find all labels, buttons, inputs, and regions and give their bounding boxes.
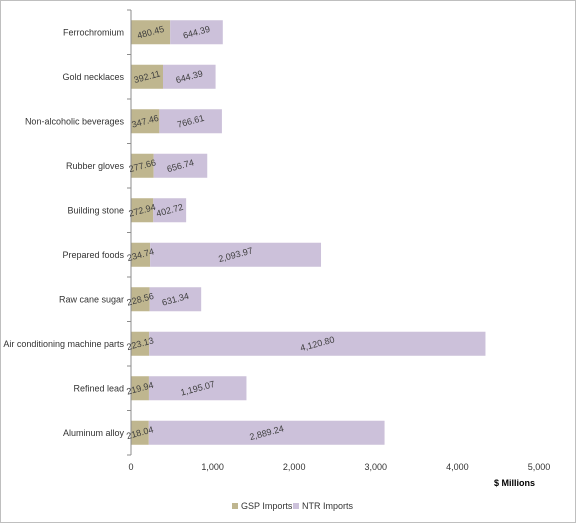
category-label-8: Refined lead bbox=[73, 383, 124, 393]
legend-label-gsp: GSP Imports bbox=[241, 501, 293, 511]
bar-ntr-9 bbox=[148, 420, 385, 445]
bar-ntr-2 bbox=[159, 109, 222, 134]
category-label-2: Non-alcoholic beverages bbox=[25, 116, 125, 126]
bar-ntr-3 bbox=[153, 153, 208, 178]
category-label-7: Air conditioning machine parts bbox=[3, 339, 124, 349]
bar-ntr-7 bbox=[149, 331, 486, 356]
category-label-0: Ferrochromium bbox=[63, 27, 124, 37]
bar-gsp-6 bbox=[131, 287, 150, 312]
bar-gsp-4 bbox=[131, 198, 154, 223]
bar-gsp-5 bbox=[131, 242, 151, 267]
category-label-5: Prepared foods bbox=[62, 250, 124, 260]
category-label-1: Gold necklaces bbox=[62, 72, 124, 82]
x-tick-label-5: 5,000 bbox=[528, 462, 551, 472]
bar-ntr-6 bbox=[149, 287, 202, 312]
category-label-6: Raw cane sugar bbox=[59, 294, 124, 304]
legend-swatch-ntr bbox=[293, 503, 299, 509]
bar-gsp-9 bbox=[131, 420, 149, 445]
bar-gsp-2 bbox=[131, 109, 160, 134]
category-labels: Ferrochromium Gold necklaces Non-alcoholic… bbox=[3, 27, 124, 438]
bar-gsp-3 bbox=[131, 153, 154, 178]
bar-gsp-1 bbox=[131, 64, 163, 89]
x-tick-label-2: 2,000 bbox=[283, 462, 306, 472]
category-label-9: Aluminum alloy bbox=[63, 428, 125, 438]
x-tick-label-3: 3,000 bbox=[365, 462, 388, 472]
x-tick-label-1: 1,000 bbox=[201, 462, 224, 472]
x-axis: 0 1,000 2,000 3,000 4,000 5,000 bbox=[127, 9, 551, 472]
bar-gsp-8 bbox=[131, 376, 149, 401]
bar-ntr-5 bbox=[150, 242, 322, 267]
x-axis-title: $ Millions bbox=[494, 478, 535, 488]
legend: GSP Imports NTR Imports bbox=[232, 501, 354, 511]
bars-layer bbox=[131, 20, 486, 445]
bar-ntr-0 bbox=[170, 20, 223, 45]
category-label-4: Building stone bbox=[67, 205, 124, 215]
legend-label-ntr: NTR Imports bbox=[302, 501, 354, 511]
bar-ntr-8 bbox=[148, 376, 247, 401]
legend-swatch-gsp bbox=[232, 503, 238, 509]
category-label-3: Rubber gloves bbox=[66, 161, 125, 171]
x-tick-label-4: 4,000 bbox=[446, 462, 469, 472]
x-tick-label-0: 0 bbox=[128, 462, 133, 472]
bar-ntr-4 bbox=[153, 198, 187, 223]
bar-ntr-1 bbox=[162, 64, 216, 89]
bar-gsp-0 bbox=[131, 20, 171, 45]
bar-gsp-7 bbox=[131, 331, 150, 356]
